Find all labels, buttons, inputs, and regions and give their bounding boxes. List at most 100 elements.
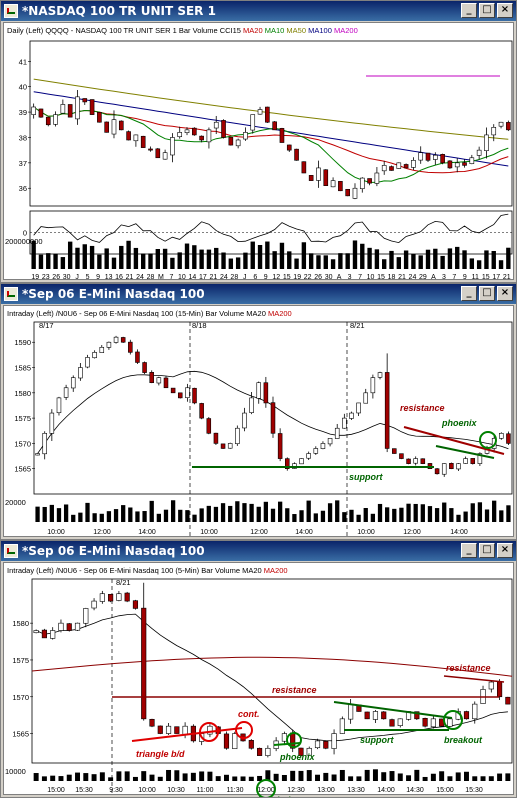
m15-candle: [399, 453, 404, 459]
daily-candle: [316, 167, 321, 181]
intraday-5min-chart[interactable]: Intraday (Left) /N0U6 - Sep 06 E-Mini Na…: [4, 563, 515, 797]
daily-x-tick-label: 21: [126, 274, 134, 281]
m5-candle: [463, 711, 470, 720]
daily-candle: [272, 121, 277, 131]
m5-volume-bar: [315, 774, 320, 781]
intraday-15min-chart[interactable]: Intraday (Left) /N0U6 - Sep 06 E-Mini Na…: [4, 306, 515, 539]
m5-volume-bar: [447, 776, 453, 781]
continuation-label: cont.: [238, 709, 260, 719]
m5-candle: [381, 711, 387, 720]
daily-candle: [484, 134, 489, 152]
minimize-button[interactable]: _: [461, 286, 477, 301]
daily-candle: [469, 157, 475, 165]
daily-x-tick-label: 14: [189, 274, 197, 281]
m5-candle: [339, 718, 345, 734]
m5-x-tick-label: 15:30: [75, 787, 93, 794]
daily-volume-bar: [126, 240, 131, 269]
m5-volume-bar: [406, 775, 412, 781]
daily-x-tick-label: J: [75, 274, 79, 281]
daily-candle: [279, 128, 285, 143]
header-part-0: Intraday (Left) /N0U6 - Sep 06 E-Mini Na…: [7, 309, 266, 318]
m15-volume-bar: [49, 504, 54, 522]
m5-volume-bar: [430, 773, 436, 781]
m15-candle: [128, 341, 133, 353]
m15-volume-bar: [420, 504, 425, 522]
daily-x-tick-label: 6: [253, 274, 257, 281]
maximize-button[interactable]: □: [479, 543, 495, 558]
m15-candle: [420, 458, 426, 464]
title-bar[interactable]: *NASDAQ 100 TR UNIT SER 1 _ □ ×: [1, 1, 516, 21]
m15-candle: [78, 367, 83, 379]
m15-volume-bar: [399, 507, 404, 522]
daily-volume-bar: [257, 244, 263, 269]
m5-candle: [149, 718, 155, 727]
daily-volume-bar: [228, 258, 234, 269]
daily-volume-bar: [170, 257, 175, 269]
daily-candle: [462, 162, 467, 166]
support-label: support: [360, 735, 394, 745]
daily-volume-bar: [433, 248, 438, 269]
daily-volume-bar: [367, 247, 372, 269]
m5-x-tick-label: 12:30: [287, 787, 305, 794]
m5-volume-bar: [166, 769, 172, 781]
m5-volume-bar: [157, 776, 163, 781]
window-title: *Sep 06 E-Mini Nasdaq 100: [22, 544, 205, 558]
m15-candle: [277, 433, 283, 459]
maximize-button[interactable]: □: [479, 3, 495, 18]
m15-volume-bar: [228, 505, 233, 522]
chart-area[interactable]: Intraday (Left) /N0U6 - Sep 06 E-Mini Na…: [3, 562, 515, 797]
m5-volume-bar: [488, 776, 494, 781]
daily-candle: [498, 121, 504, 127]
phoenix-circle: [286, 732, 302, 748]
m5-candle: [430, 718, 436, 728]
m15-volume-bar: [135, 511, 140, 522]
m15-candle: [327, 438, 333, 445]
daily-volume-bar: [67, 241, 73, 269]
daily-volume-bar: [133, 247, 139, 269]
chart-window-15min: *Sep 06 E-Mini Nasdaq 100 _ □ × Intraday…: [0, 283, 517, 540]
m15-candle: [299, 458, 304, 465]
m5-x-tick-label: 12:00: [257, 787, 275, 794]
m15-volume-bar: [277, 501, 283, 522]
m15-candle: [199, 403, 204, 419]
daily-candle: [447, 160, 453, 169]
minimize-button[interactable]: _: [461, 3, 477, 18]
close-button[interactable]: ×: [497, 3, 513, 18]
m15-x-tick-label: 14:00: [138, 529, 156, 536]
m15-volume-bar: [249, 503, 254, 522]
m5-volume-bar: [232, 776, 238, 781]
m5-volume-bar: [389, 771, 395, 781]
close-button[interactable]: ×: [497, 286, 513, 301]
daily-x-tick-label: 28: [230, 274, 238, 281]
daily-candle: [170, 137, 175, 156]
m5-candle: [348, 703, 354, 720]
m15-candle: [235, 427, 240, 445]
chart-area[interactable]: Daily (Left) QQQQ - NASDAQ 100 TR UNIT S…: [3, 22, 515, 282]
m5-volume-bar: [273, 773, 279, 781]
daily-x-tick-label: 24: [409, 274, 417, 281]
m5-x-tick-label: 13:30: [347, 787, 365, 794]
maximize-button[interactable]: □: [479, 286, 495, 301]
m5-volume-bar: [240, 776, 246, 781]
m15-volume-bar: [385, 507, 390, 522]
m15-candle: [42, 432, 47, 455]
m5-y-tick-label: 1580: [12, 619, 29, 628]
daily-x-tick-label: 21: [209, 274, 217, 281]
daily-x-tick-label: 3: [348, 274, 352, 281]
continuation-circle: [235, 721, 253, 739]
m5-volume-bar: [323, 772, 329, 781]
daily-chart[interactable]: Daily (Left) QQQQ - NASDAQ 100 TR UNIT S…: [4, 23, 515, 282]
daily-candle: [133, 134, 139, 142]
chart-area[interactable]: Intraday (Left) /N0U6 - Sep 06 E-Mini Na…: [3, 305, 515, 539]
m15-volume-bar: [206, 505, 211, 522]
daily-volume-bar: [199, 249, 204, 269]
close-button[interactable]: ×: [497, 543, 513, 558]
header-part-1: MA200: [262, 566, 288, 575]
title-bar[interactable]: *Sep 06 E-Mini Nasdaq 100 _ □ ×: [1, 541, 516, 561]
header-part-1: MA200: [266, 309, 292, 318]
minimize-button[interactable]: _: [461, 543, 477, 558]
m5-candle: [157, 725, 163, 734]
daily-volume-bar: [352, 240, 358, 269]
m15-x-tick-label: 10:00: [357, 529, 375, 536]
title-bar[interactable]: *Sep 06 E-Mini Nasdaq 100 _ □ ×: [1, 284, 516, 304]
